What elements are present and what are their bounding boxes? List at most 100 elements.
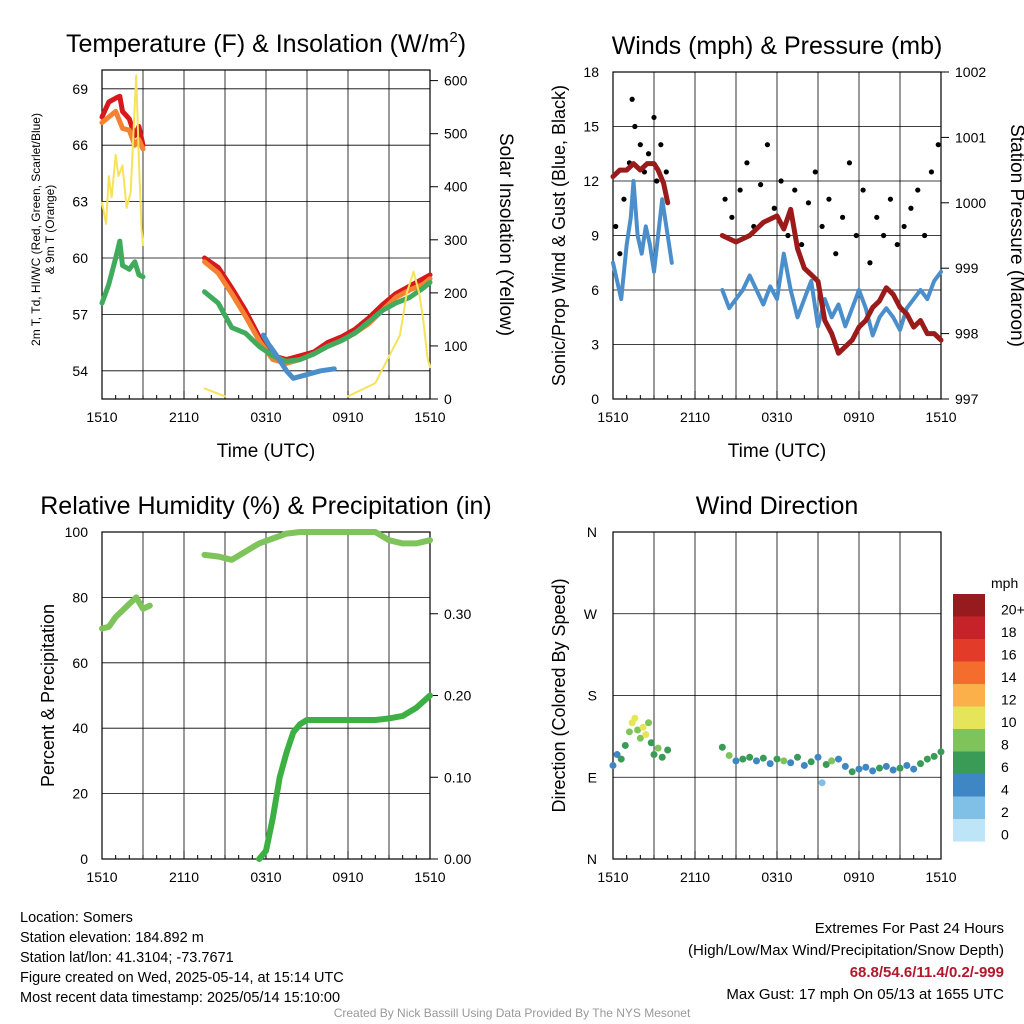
colorbar-label: 6	[1001, 759, 1009, 775]
winds-gust-point	[915, 187, 921, 193]
temperature-y-axis-label-line: 2m T, Td, HI/WC (Red, Green, Scarlet/Blu…	[29, 113, 43, 346]
temperature-y2-axis-label: Solar Insolation (Yellow)	[495, 133, 516, 336]
direction-point	[794, 753, 801, 761]
winds-gust-point	[901, 223, 907, 230]
humidity-series-relative-humidity	[201, 529, 433, 563]
winds-gust-point	[629, 96, 635, 102]
winds-gust-point	[819, 223, 825, 230]
direction-y-tick-label: N	[587, 524, 597, 540]
humidity-y-tick-label: 100	[65, 524, 89, 540]
temperature-series-td	[202, 279, 433, 364]
direction-point	[917, 760, 924, 768]
winds-gust-point	[874, 214, 880, 220]
temperature-x-axis-label: Time (UTC)	[217, 441, 316, 462]
direction-point	[636, 734, 644, 742]
winds-frame	[612, 71, 942, 400]
winds-y-tick-label: 6	[591, 282, 599, 298]
direction-point	[876, 764, 883, 772]
winds-gust-point	[922, 232, 928, 239]
temperature-y-tick-label: 57	[72, 306, 88, 322]
temperature-y2-tick-label: 600	[444, 73, 468, 89]
colorbar-swatch	[953, 796, 985, 819]
humidity-title: Relative Humidity (%) & Precipitation (i…	[40, 492, 492, 520]
humidity-chart: Relative Humidity (%) & Precipitation (i…	[38, 492, 492, 885]
direction-point	[773, 755, 781, 763]
winds-gust-point	[663, 169, 669, 175]
humidity-y-tick-label: 80	[72, 589, 88, 605]
direction-point	[613, 751, 621, 759]
temperature-y2-tick-label: 300	[444, 232, 468, 248]
created-text: Figure created on Wed, 2025-05-14, at 15…	[20, 970, 344, 986]
winds-gust-point	[722, 196, 728, 202]
direction-point	[800, 761, 808, 769]
winds-gust-point	[729, 214, 735, 220]
direction-point	[639, 723, 647, 731]
direction-x-tick-label: 2110	[680, 869, 710, 885]
humidity-y-tick-label: 20	[72, 786, 88, 802]
winds-y2-tick-label: 998	[955, 326, 979, 342]
temperature-y2-tick-label: 500	[444, 126, 468, 142]
colorbar-label: 4	[1001, 781, 1009, 797]
winds-gust-point	[632, 123, 638, 130]
temperature-x-tick-label: 0310	[250, 409, 281, 425]
direction-point	[609, 761, 617, 769]
colorbar-swatch	[953, 751, 985, 774]
direction-point	[625, 728, 633, 736]
direction-point	[634, 726, 642, 734]
direction-point	[647, 739, 655, 747]
direction-frame	[612, 531, 942, 860]
direction-point	[746, 753, 754, 761]
colorbar-swatch	[953, 661, 985, 684]
winds-title: Winds (mph) & Pressure (mb)	[612, 32, 943, 60]
winds-series-wind	[611, 179, 674, 302]
direction-y-tick-label: W	[584, 606, 598, 622]
winds-gust-point	[744, 160, 750, 166]
humidity-series-relative-humidity	[99, 594, 153, 632]
direction-point	[759, 754, 767, 762]
temperature-y2-tick-label: 0	[444, 391, 452, 407]
colorbar-label: 18	[1001, 624, 1017, 640]
winds-gust-point	[928, 169, 935, 175]
temperature-chart: Temperature (F) & Insolation (W/m2) 1510 2…	[29, 29, 516, 462]
winds-gust-point	[771, 205, 777, 211]
location-text: Location: Somers	[20, 910, 133, 926]
direction-title: Wind Direction	[696, 492, 859, 520]
colorbar-label: 0	[1001, 826, 1009, 842]
winds-y2-tick-label: 1000	[955, 195, 986, 211]
temperature-y2-tick-label: 400	[444, 179, 468, 195]
direction-point	[650, 751, 658, 759]
humidity-y2-tick-label: 0.30	[444, 606, 471, 622]
temperature-series-solar-insolation	[203, 387, 226, 398]
humidity-y2-tick-label: 0.00	[444, 851, 471, 867]
winds-x-tick-label: 0910	[843, 409, 874, 425]
winds-y-tick-label: 0	[591, 391, 599, 407]
winds-gust-point	[617, 251, 623, 257]
temperature-y-tick-label: 69	[72, 81, 88, 97]
winds-gust-point	[840, 214, 846, 220]
direction-y-axis-label: Direction (Colored By Speed)	[549, 578, 569, 812]
winds-gust-point	[613, 223, 619, 230]
direction-x-tick-label: 1510	[597, 869, 628, 885]
direction-point	[664, 746, 672, 754]
winds-y-tick-label: 15	[583, 119, 599, 135]
colorbar-label: 2	[1001, 804, 1009, 820]
temperature-y2-tick-label: 100	[444, 338, 468, 354]
winds-y-tick-label: 12	[583, 173, 599, 189]
station-info: Location: Somers Station elevation: 184.…	[20, 908, 344, 1008]
winds-series-wind	[720, 251, 943, 338]
humidity-x-tick-label: 1510	[414, 869, 445, 885]
latlon-text: Station lat/lon: 41.3104; -73.7671	[20, 950, 234, 966]
temperature-frame	[101, 69, 431, 400]
direction-point	[889, 766, 897, 774]
direction-point	[617, 755, 625, 763]
extremes-values: 68.8/54.6/11.4/0.2/-999	[849, 964, 1004, 981]
winds-y2-tick-label: 1002	[955, 64, 986, 80]
direction-point	[621, 741, 629, 749]
colorbar-label: 14	[1001, 669, 1017, 685]
winds-y2-axis-label: Station Pressure (Maroon)	[1006, 124, 1024, 347]
direction-point	[841, 762, 849, 770]
temperature-series-td	[99, 238, 146, 306]
extremes-subtitle: (High/Low/Max Wind/Precipitation/Snow De…	[688, 942, 1004, 959]
